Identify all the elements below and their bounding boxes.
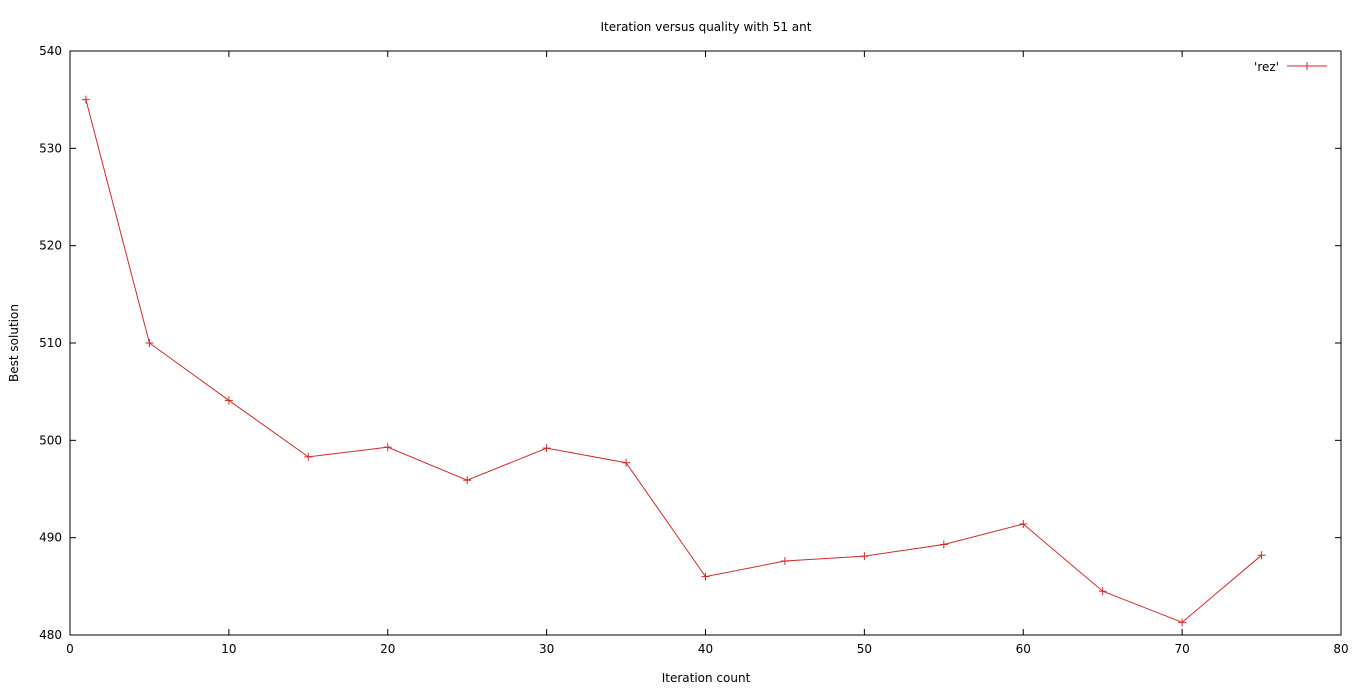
- data-point-marker: [1178, 618, 1187, 627]
- x-tick-label: 30: [539, 642, 554, 656]
- y-tick-label: 480: [39, 628, 62, 642]
- legend-marker-rez: [1303, 62, 1311, 70]
- y-tick-label: 530: [39, 141, 62, 155]
- x-tick-label: 60: [1016, 642, 1031, 656]
- y-tick-label: 540: [39, 44, 62, 58]
- legend-label-rez: 'rez': [1254, 60, 1279, 74]
- data-point-marker: [701, 572, 710, 581]
- y-tick-label: 500: [39, 433, 62, 447]
- x-tick-label: 80: [1333, 642, 1348, 656]
- data-point-marker: [1098, 587, 1107, 596]
- y-tick-label: 510: [39, 336, 62, 350]
- data-point-marker: [1257, 551, 1266, 560]
- data-point-marker: [860, 552, 869, 561]
- y-axis-label: Best solution: [7, 304, 21, 382]
- data-point-marker: [224, 396, 233, 405]
- data-point-marker: [145, 339, 154, 347]
- series-layer: [81, 95, 1266, 627]
- plot-frame: [69, 50, 1342, 636]
- series-line-0: [85, 99, 1262, 623]
- x-tick-label: 0: [66, 642, 74, 656]
- y-tick-label: 490: [39, 531, 62, 545]
- legend-plus-marker: [1303, 62, 1311, 70]
- data-point-marker: [622, 458, 631, 467]
- x-tick-label: 50: [857, 642, 872, 656]
- x-axis-ticks: 0 10 20 30 40 50 60 70 80: [66, 51, 1349, 656]
- x-tick-label: 70: [1174, 642, 1189, 656]
- data-point-marker: [542, 444, 551, 453]
- x-tick-label: 20: [380, 642, 395, 656]
- y-tick-label: 520: [39, 239, 62, 253]
- y-axis-ticks: 480 490 500 510 520 530 540: [39, 44, 1341, 642]
- data-point-marker: [81, 95, 90, 104]
- data-point-marker: [463, 476, 472, 485]
- chart-title: Iteration versus quality with 51 ant: [601, 20, 812, 34]
- data-point-marker: [383, 443, 392, 452]
- data-point-marker: [304, 452, 313, 461]
- data-point-marker: [1019, 520, 1028, 529]
- x-tick-label: 10: [221, 642, 236, 656]
- data-point-marker: [780, 557, 789, 566]
- x-tick-label: 40: [698, 642, 713, 656]
- legend: 'rez': [1254, 60, 1327, 74]
- data-point-marker: [939, 540, 948, 549]
- x-axis-label: Iteration count: [662, 671, 751, 685]
